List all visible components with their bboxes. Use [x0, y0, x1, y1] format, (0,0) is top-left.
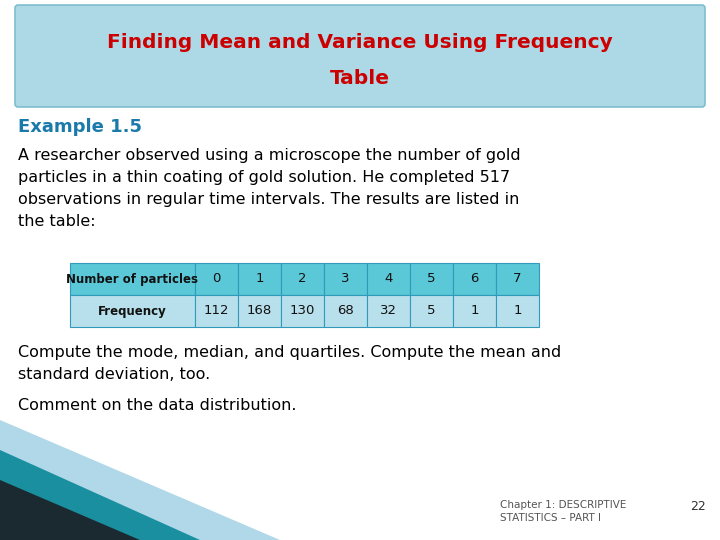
Bar	[281, 263, 324, 295]
Text: 4: 4	[384, 273, 392, 286]
Bar	[238, 263, 281, 295]
Text: 1: 1	[256, 273, 264, 286]
Text: Chapter 1: DESCRIPTIVE
STATISTICS – PART I: Chapter 1: DESCRIPTIVE STATISTICS – PART…	[500, 500, 626, 523]
Bar	[324, 295, 367, 327]
Text: 168: 168	[247, 305, 272, 318]
Text: 5: 5	[427, 305, 436, 318]
Text: 32: 32	[380, 305, 397, 318]
Bar	[496, 263, 539, 295]
Text: particles in a thin coating of gold solution. He completed 517: particles in a thin coating of gold solu…	[18, 170, 510, 185]
Text: Number of particles: Number of particles	[66, 273, 199, 286]
Bar	[367, 263, 410, 295]
Bar	[453, 263, 496, 295]
Text: 130: 130	[290, 305, 315, 318]
Text: the table:: the table:	[18, 214, 96, 229]
Text: Finding Mean and Variance Using Frequency: Finding Mean and Variance Using Frequenc…	[107, 32, 613, 51]
Text: 112: 112	[204, 305, 229, 318]
Polygon shape	[0, 480, 140, 540]
Text: Comment on the data distribution.: Comment on the data distribution.	[18, 398, 297, 413]
Bar	[453, 295, 496, 327]
Bar	[367, 295, 410, 327]
Polygon shape	[0, 420, 280, 540]
Text: 1: 1	[513, 305, 522, 318]
Text: 6: 6	[470, 273, 479, 286]
Text: 5: 5	[427, 273, 436, 286]
FancyBboxPatch shape	[15, 5, 705, 107]
Text: 68: 68	[337, 305, 354, 318]
Bar	[324, 263, 367, 295]
Text: 0: 0	[212, 273, 221, 286]
Bar	[195, 263, 238, 295]
Bar	[281, 295, 324, 327]
Bar	[496, 295, 539, 327]
Bar	[70, 295, 195, 327]
Text: 22: 22	[690, 500, 706, 513]
Text: Compute the mode, median, and quartiles. Compute the mean and: Compute the mode, median, and quartiles.…	[18, 345, 562, 360]
Bar	[238, 295, 281, 327]
Text: Example 1.5: Example 1.5	[18, 118, 142, 136]
Text: 3: 3	[341, 273, 350, 286]
Bar	[410, 295, 453, 327]
Bar	[410, 263, 453, 295]
Text: A researcher observed using a microscope the number of gold: A researcher observed using a microscope…	[18, 148, 521, 163]
Text: 7: 7	[513, 273, 522, 286]
Polygon shape	[0, 450, 200, 540]
Text: standard deviation, too.: standard deviation, too.	[18, 367, 210, 382]
Text: Table: Table	[330, 69, 390, 87]
Text: observations in regular time intervals. The results are listed in: observations in regular time intervals. …	[18, 192, 519, 207]
Bar	[70, 263, 195, 295]
Text: Frequency: Frequency	[98, 305, 167, 318]
Bar	[195, 295, 238, 327]
Text: 1: 1	[470, 305, 479, 318]
Text: 2: 2	[298, 273, 307, 286]
